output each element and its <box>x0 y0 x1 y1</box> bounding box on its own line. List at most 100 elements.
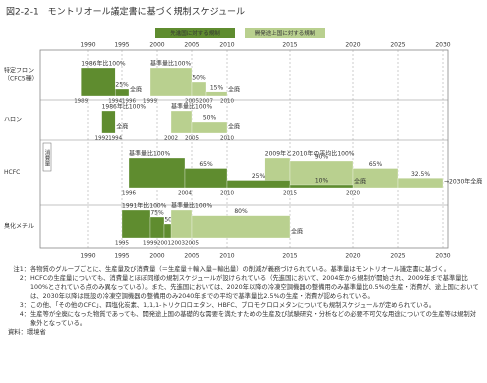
year-label: 2002 <box>164 136 178 142</box>
x-tick-label-top: 2020 <box>345 42 360 49</box>
value-label: 50% <box>192 75 206 82</box>
row-label: 臭化メチル <box>4 222 34 230</box>
x-tick-label-bottom: 2020 <box>345 253 360 260</box>
year-label: 1996 <box>122 191 136 197</box>
value-label: 25% <box>252 173 266 180</box>
note-label: 4： <box>19 311 30 318</box>
year-label: 2005 <box>185 241 199 247</box>
bar <box>289 160 354 189</box>
note-text: 各物質のグループごとに、生産量及び消費量（＝生産量＋輸入量−輸出量）の削減が義務… <box>30 266 451 273</box>
base-label: 1986年比100% <box>81 60 126 68</box>
bar <box>121 209 151 239</box>
base-label: 基準量比100% <box>171 103 212 111</box>
year-label: 1994 <box>108 136 122 142</box>
bar <box>184 168 228 189</box>
year-label: 1995 <box>115 241 129 247</box>
year-label: 2010 <box>220 191 234 197</box>
year-label: 1999 <box>143 99 157 105</box>
note: 4： 生産等が全廃になった物質であっても、開発途上国の基礎的な需要を満たすための生… <box>8 310 480 328</box>
side-label: 消費量 <box>44 149 51 168</box>
note-label: 2： <box>19 275 30 282</box>
end-label: 全廃 <box>228 86 240 94</box>
bar <box>81 67 116 97</box>
bar <box>128 157 186 189</box>
bar <box>226 180 291 189</box>
x-tick-label-bottom: 2005 <box>184 253 199 260</box>
base-label: 基準量比100% <box>129 150 170 158</box>
year-label: 2005 <box>185 136 199 142</box>
base-label: 基準量比100% <box>150 60 191 68</box>
bar <box>149 67 193 97</box>
legend-swatch <box>155 28 235 38</box>
x-tick-label-bottom: 1995 <box>114 253 129 260</box>
base-label: 基準量比100% <box>171 202 212 210</box>
bar <box>191 121 228 134</box>
x-tick-label-bottom: 1990 <box>80 253 95 260</box>
year-label: 1994 <box>108 99 122 105</box>
chart-title: 図2-2-1 モントリオール議定書に基づく規制スケジュール <box>6 6 245 18</box>
bar <box>170 110 193 134</box>
bar <box>289 184 354 189</box>
note: 2： HCFCの生産量についても、消費量とほぼ同様の規制スケジュールが設けられてい… <box>8 274 480 301</box>
end-label: 全廃 <box>116 123 128 131</box>
year-label: 1999 <box>143 241 157 247</box>
x-tick-label-top: 2005 <box>184 42 199 49</box>
row-label: （CFC5種） <box>4 75 38 83</box>
row-label: HCFC <box>4 169 20 176</box>
end-label: 全廃 <box>354 178 366 186</box>
year-label: 2005 <box>185 99 199 105</box>
year-label: 2004 <box>178 191 192 197</box>
x-tick-label-top: 1995 <box>114 42 129 49</box>
legend-label: 開発途上国に対する規制 <box>255 29 316 37</box>
x-tick-label-top: 2025 <box>390 42 405 49</box>
x-tick-label-bottom: 2030 <box>435 253 450 260</box>
bar <box>191 81 207 97</box>
end-label: 全廃 <box>228 123 240 131</box>
note-text: HCFCの生産量についても、消費量とほぼ同様の規制スケジュールが設けられている（… <box>30 275 479 300</box>
note: 3： この他、「その他のCFC」、四塩化炭素、1,1,1-トリクロロエタン、HBF… <box>8 301 480 310</box>
value-label: 10% <box>315 178 329 185</box>
legend-label: 先進国に対する規制 <box>170 29 220 37</box>
base-label: 1991年比100% <box>122 202 167 210</box>
year-label: 1989 <box>74 99 88 105</box>
note: 注1： 各物質のグループごとに、生産量及び消費量（＝生産量＋輸入量−輸出量）の削減… <box>8 265 480 274</box>
bar <box>149 216 165 239</box>
note-text: この他、「その他のCFC」、四塩化炭素、1,1,1-トリクロロエタン、HBFC、… <box>30 302 436 309</box>
x-tick-label-top: 2030 <box>435 42 450 49</box>
x-tick-label-top: 2015 <box>282 42 297 49</box>
notes: 注1： 各物質のグループごとに、生産量及び消費量（＝生産量＋輸入量−輸出量）の削減… <box>8 265 480 337</box>
year-label: 2010 <box>220 136 234 142</box>
note-label: 3： <box>19 302 30 309</box>
year-label: 2010 <box>220 99 234 105</box>
end-label: →2030年全廃 <box>444 178 482 186</box>
value-label: 50% <box>203 115 217 122</box>
x-tick-label-bottom: 2025 <box>390 253 405 260</box>
x-tick-label-top: 2000 <box>149 42 164 49</box>
bar <box>191 215 291 239</box>
year-label: 2015 <box>283 191 297 197</box>
x-tick-label-top: 1990 <box>80 42 95 49</box>
chart: 図2-2-1 モントリオール議定書に基づく規制スケジュール 先進国に対する規制 開… <box>4 6 482 260</box>
bar <box>205 91 228 97</box>
note-text: 生産等が全廃になった物質であっても、開発途上国の基礎的な需要を満たすための生産及… <box>30 311 477 327</box>
year-label: 1996 <box>122 99 136 105</box>
base-label: 2009年と2010年の平均比100% <box>265 150 355 158</box>
value-label: 25% <box>115 82 129 89</box>
bar <box>397 178 444 189</box>
value-label: 90% <box>315 154 329 161</box>
plot-frame <box>39 49 449 249</box>
value-label: 75% <box>150 210 164 217</box>
value-label: 65% <box>199 161 213 168</box>
note-label: 注1： <box>13 266 30 273</box>
value-label: 15% <box>210 84 224 91</box>
year-label: 2001 <box>157 241 171 247</box>
bar <box>101 110 116 134</box>
value-label: 65% <box>369 161 383 168</box>
source: 資料：環境省 <box>8 329 46 336</box>
value-label: 32.5% <box>411 171 430 178</box>
x-tick-label-bottom: 2010 <box>219 253 234 260</box>
year-label: 1992 <box>95 136 109 142</box>
year-label: 2020 <box>346 191 360 197</box>
year-label: 2007 <box>199 99 213 105</box>
